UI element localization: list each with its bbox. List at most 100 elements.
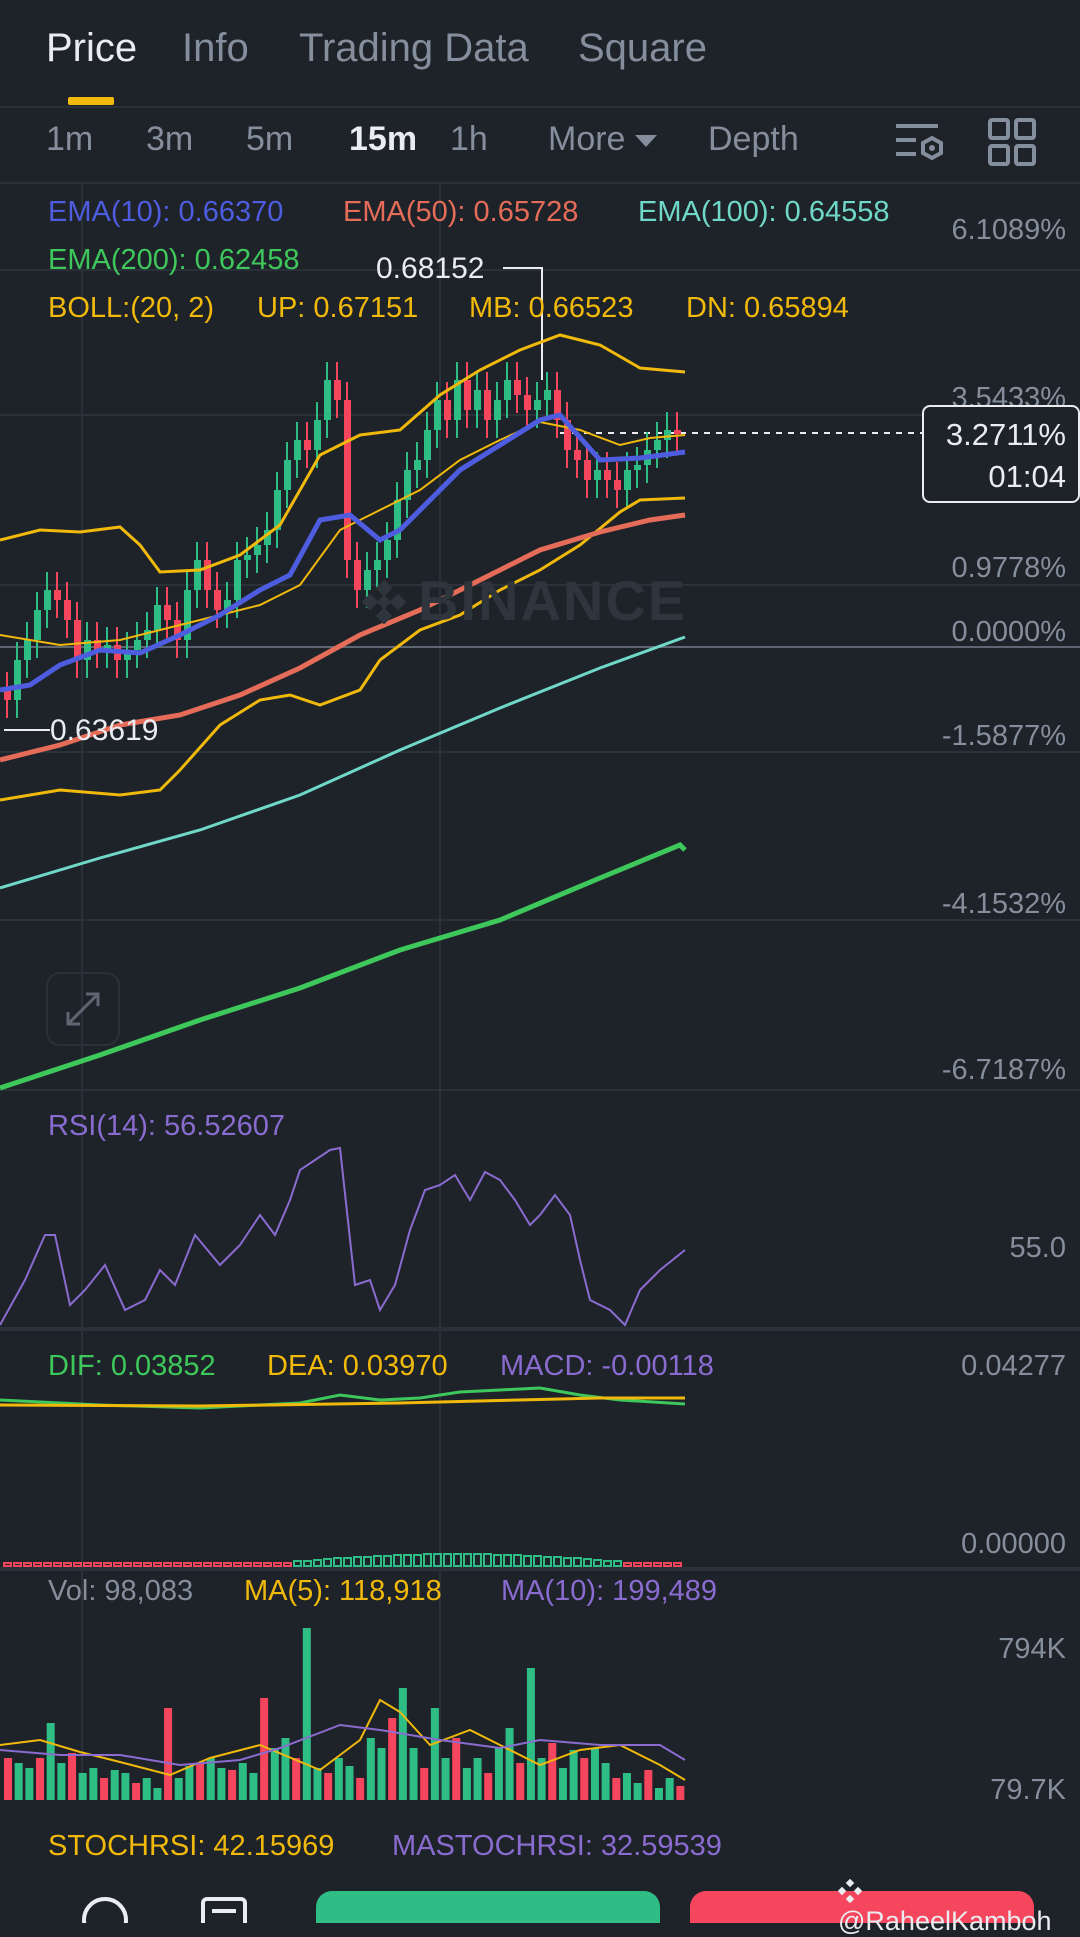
candle-body: [344, 400, 351, 560]
interval-3m[interactable]: 3m: [146, 120, 194, 158]
candle-body: [674, 430, 681, 434]
volume-bar: [57, 1763, 66, 1800]
candle-body: [284, 460, 291, 490]
volume-bar: [249, 1773, 258, 1800]
volume-bar: [612, 1778, 621, 1800]
stochrsi-legend: STOCHRSI: 42.15969: [48, 1830, 335, 1862]
volume-bar: [601, 1763, 610, 1800]
bottom-action-bar: [0, 1880, 1080, 1923]
chart-settings-icon[interactable]: [888, 112, 948, 172]
candle-body: [44, 590, 51, 610]
macd-bar: [3, 1562, 12, 1567]
tab-price[interactable]: Price: [46, 26, 138, 70]
macd-bar: [13, 1562, 22, 1567]
volume-bar: [238, 1763, 247, 1800]
candlestick-chart[interactable]: [0, 0, 1080, 1800]
price-axis-label: -1.5877%: [941, 720, 1066, 752]
macd-bar: [183, 1562, 192, 1567]
expand-chart-button[interactable]: [46, 972, 120, 1046]
tab-square[interactable]: Square: [578, 26, 707, 70]
volume-bar: [377, 1748, 386, 1800]
ema200-line: [0, 842, 687, 1091]
macd-bar: [83, 1562, 92, 1567]
ema100-line: [0, 635, 686, 890]
volume-bar: [89, 1768, 98, 1800]
macd-bar: [533, 1555, 542, 1567]
candle-body: [14, 660, 21, 700]
macd-bar: [443, 1553, 452, 1567]
vol-ma5-legend: MA(5): 118,918: [244, 1575, 442, 1607]
candle-body: [154, 605, 161, 630]
macd-bar: [333, 1557, 342, 1567]
candle-body: [514, 380, 521, 395]
volume-bar: [228, 1770, 237, 1800]
interval-bar: 1m 3m 5m 15m 1h More Depth: [0, 106, 1080, 182]
candle-body: [564, 420, 571, 450]
candle-body: [184, 590, 191, 640]
interval-divider: [0, 182, 1080, 184]
candle-body: [624, 470, 631, 490]
macd-bar: [243, 1562, 252, 1567]
credit-text: @RaheelKamboh: [838, 1906, 1052, 1936]
macd-bar: [173, 1562, 182, 1567]
volume-bar: [548, 1743, 557, 1800]
more-dropdown[interactable]: More: [548, 120, 658, 159]
interval-15m[interactable]: 15m: [349, 120, 418, 158]
volume-bar: [292, 1758, 301, 1800]
interval-1m[interactable]: 1m: [46, 120, 94, 158]
volume-bar: [281, 1738, 290, 1800]
vol-legend: Vol: 98,083: [48, 1575, 194, 1607]
volume-bar: [324, 1773, 333, 1800]
tab-trading-data[interactable]: Trading Data: [299, 26, 529, 70]
candle-body: [94, 640, 101, 650]
macd-bar: [633, 1562, 642, 1567]
macd-bar: [213, 1562, 222, 1567]
volume-bar: [270, 1748, 279, 1800]
candle-body: [274, 490, 281, 530]
volume-bars: [4, 1628, 685, 1800]
candle-body: [334, 380, 341, 400]
ema10-legend: EMA(10): 0.66370: [48, 196, 284, 228]
volume-bar: [206, 1758, 215, 1800]
candle-body: [524, 395, 531, 410]
volume-bar: [452, 1738, 461, 1800]
volume-bar: [462, 1768, 471, 1800]
depth-button[interactable]: Depth: [708, 120, 799, 158]
mastochrsi-legend: MASTOCHRSI: 32.59539: [392, 1830, 722, 1862]
candle-body: [164, 605, 171, 620]
candle-body: [484, 390, 491, 420]
candle-body: [444, 400, 451, 420]
macd-bar: [523, 1555, 532, 1567]
macd-bar: [53, 1562, 62, 1567]
tabs-divider: [0, 106, 1080, 108]
binance-logo-icon: [362, 580, 406, 624]
grid-layout-icon[interactable]: [982, 112, 1042, 172]
volume-bar: [260, 1698, 269, 1800]
interval-5m[interactable]: 5m: [246, 120, 294, 158]
candle-body: [304, 440, 311, 450]
macd-bar: [513, 1554, 522, 1567]
interval-1h[interactable]: 1h: [450, 120, 488, 158]
volume-bar: [569, 1750, 578, 1800]
price-axis-label: 0.0000%: [951, 616, 1067, 648]
macd-bar: [143, 1562, 152, 1567]
macd-bar: [583, 1558, 592, 1567]
volume-ma5-line: [0, 1698, 686, 1781]
macd-bar: [453, 1553, 462, 1567]
candle-body: [594, 470, 601, 480]
current-price-percent: 3.2711%: [945, 417, 1066, 452]
candle-body: [214, 590, 221, 610]
macd-bar: [593, 1559, 602, 1567]
volume-bar: [25, 1768, 34, 1800]
credit-watermark: @RaheelKamboh: [837, 1875, 1080, 1937]
active-tab-indicator: [68, 97, 114, 105]
candle-body: [364, 570, 371, 590]
tab-info[interactable]: Info: [182, 26, 249, 70]
volume-bar: [665, 1778, 674, 1800]
macd-bar: [663, 1562, 672, 1567]
price-axis-label: -4.1532%: [941, 888, 1066, 920]
volume-bar: [174, 1778, 183, 1800]
volume-bar: [473, 1758, 482, 1800]
volume-bar: [644, 1770, 653, 1800]
volume-bar: [366, 1738, 375, 1800]
